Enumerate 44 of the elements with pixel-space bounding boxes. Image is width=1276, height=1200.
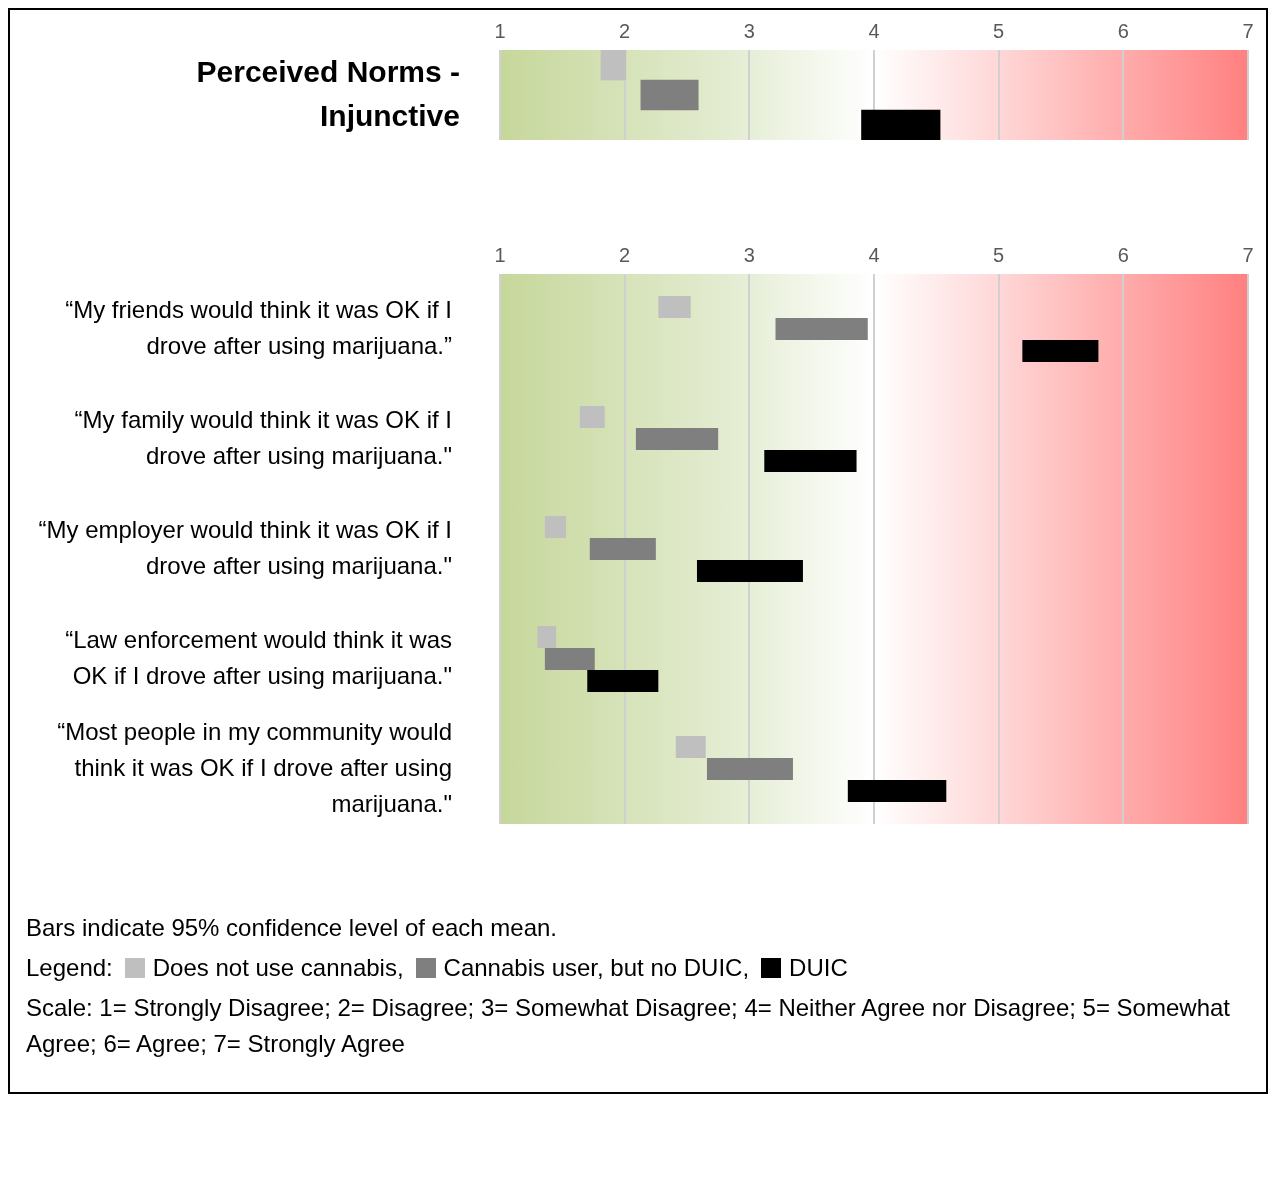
x-tick-label: 5 <box>993 243 1005 266</box>
bar <box>589 538 656 560</box>
y-tick-label: “Most people in my community would think it was OK if I drove after using marijuana." <box>57 717 452 817</box>
legend-title: Legend: <box>26 954 113 981</box>
x-tick-label: 2 <box>619 243 631 266</box>
bar <box>1022 340 1099 362</box>
x-tick-label: 7 <box>1242 243 1254 266</box>
bar <box>544 516 567 538</box>
x-tick-label: 6 <box>1117 243 1129 266</box>
legend-label: Cannabis user, but no DUIC, <box>443 954 750 981</box>
bar <box>635 428 719 450</box>
bar <box>544 648 595 670</box>
bar <box>706 758 793 780</box>
x-tick-label: 3 <box>743 243 755 266</box>
x-tick-label: 1 <box>494 19 506 42</box>
x-tick-label: 4 <box>868 19 880 42</box>
legend-label: Does not use cannabis, <box>152 954 404 981</box>
legend-label: DUIC <box>789 954 848 981</box>
x-tick-label: 5 <box>993 19 1005 42</box>
bar <box>640 79 699 111</box>
bar <box>537 626 557 648</box>
bar <box>696 560 803 582</box>
x-tick-label: 4 <box>868 243 880 266</box>
bar <box>675 736 706 758</box>
text: Scale: 1= Strongly Disagree; 2= Disagree; 3= Somewhat Disagree; 4= Neither Agree nor Disagree; 5= Somewhat Agree; 6= Agree; 7= Strongly Agree <box>26 993 1231 1059</box>
text: Bars indicate 95% confidence level of each mean. <box>26 913 558 943</box>
bar <box>587 670 659 692</box>
y-tick-label: “My employer would think it was OK if I drove after using marijuana." <box>38 515 452 579</box>
text: Perceived Norms - Injunctive <box>195 54 460 134</box>
y-tick-label: “Law enforcement would think it was OK if I drove after using marijuana." <box>65 625 452 689</box>
bar <box>600 50 627 81</box>
x-tick-label: 7 <box>1242 19 1254 42</box>
x-tick-label: 2 <box>619 19 631 42</box>
x-tick-label: 6 <box>1117 19 1129 42</box>
y-tick-label: “My friends would think it was OK if I drove after using marijuana.” <box>65 295 453 359</box>
bar <box>764 450 857 472</box>
bar <box>847 780 947 802</box>
bar <box>579 406 605 428</box>
bar <box>861 109 941 140</box>
bar <box>658 296 691 318</box>
y-tick-label: “My family would think it was OK if I drove after using marijuana." <box>74 405 452 469</box>
x-tick-label: 1 <box>494 243 506 266</box>
bar <box>775 318 868 340</box>
x-tick-label: 3 <box>743 19 755 42</box>
